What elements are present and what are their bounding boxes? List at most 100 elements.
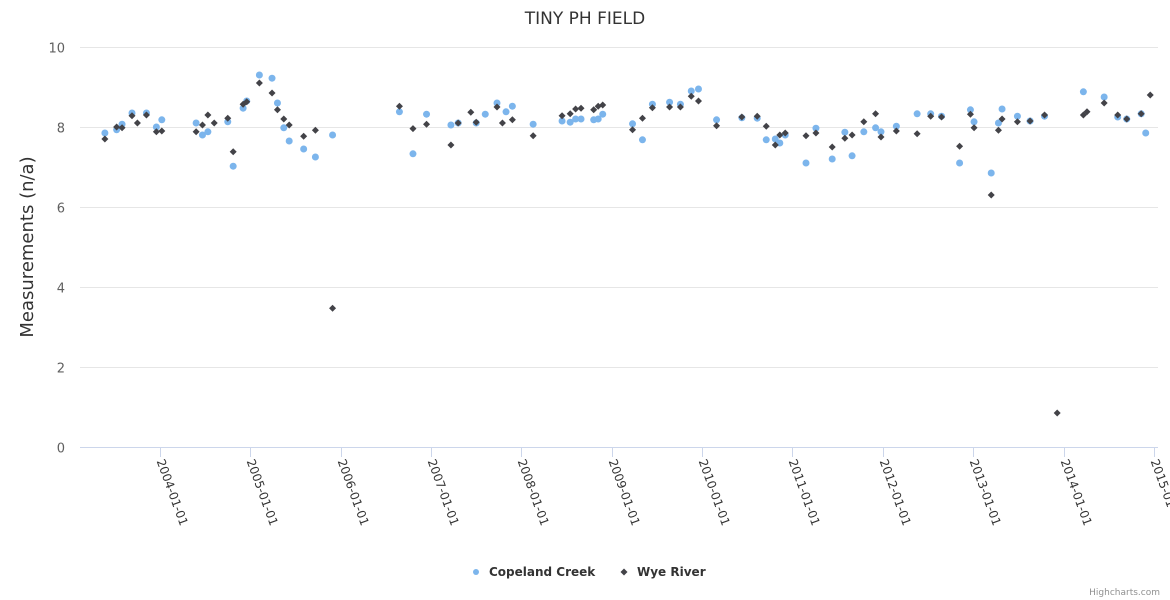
data-point[interactable] — [848, 131, 856, 139]
data-point[interactable] — [638, 114, 646, 122]
data-point[interactable] — [273, 106, 281, 114]
data-point[interactable] — [311, 153, 319, 161]
data-point[interactable] — [472, 118, 480, 126]
data-point[interactable] — [970, 124, 978, 132]
data-point[interactable] — [860, 118, 868, 126]
data-point[interactable] — [508, 116, 516, 124]
data-point[interactable] — [812, 129, 820, 137]
data-point[interactable] — [566, 110, 574, 118]
legend-item-copeland-creek[interactable]: Copeland Creek — [473, 565, 596, 579]
data-point[interactable] — [998, 115, 1006, 123]
data-point[interactable] — [268, 74, 276, 82]
data-point[interactable] — [872, 124, 880, 132]
data-point[interactable] — [572, 115, 580, 123]
data-point[interactable] — [966, 110, 974, 118]
data-point[interactable] — [938, 113, 946, 121]
data-point[interactable] — [493, 99, 501, 107]
data-point[interactable] — [1123, 115, 1131, 123]
data-point[interactable] — [713, 116, 721, 124]
data-point[interactable] — [447, 141, 455, 149]
data-point[interactable] — [1079, 88, 1087, 96]
data-point[interactable] — [273, 99, 281, 107]
data-point[interactable] — [771, 135, 779, 143]
data-point[interactable] — [648, 100, 656, 108]
data-point[interactable] — [255, 71, 263, 79]
data-point[interactable] — [994, 126, 1002, 134]
data-point[interactable] — [158, 116, 166, 124]
data-point[interactable] — [311, 126, 319, 134]
data-point[interactable] — [590, 106, 598, 114]
data-point[interactable] — [629, 126, 637, 134]
data-point[interactable] — [577, 115, 585, 123]
data-point[interactable] — [638, 136, 646, 144]
data-point[interactable] — [848, 152, 856, 160]
data-point[interactable] — [158, 127, 166, 135]
data-point[interactable] — [280, 124, 288, 132]
data-point[interactable] — [409, 150, 417, 158]
data-point[interactable] — [467, 108, 475, 116]
data-point[interactable] — [913, 110, 921, 118]
data-point[interactable] — [987, 191, 995, 199]
data-point[interactable] — [409, 125, 417, 133]
data-point[interactable] — [802, 132, 810, 140]
data-point[interactable] — [152, 123, 160, 131]
data-point[interactable] — [892, 122, 900, 130]
data-point[interactable] — [447, 121, 455, 129]
data-point[interactable] — [243, 98, 251, 106]
data-point[interactable] — [192, 128, 200, 136]
data-point[interactable] — [956, 142, 964, 150]
data-point[interactable] — [577, 104, 585, 112]
data-point[interactable] — [913, 130, 921, 138]
data-point[interactable] — [300, 132, 308, 140]
data-point[interactable] — [280, 115, 288, 123]
data-point[interactable] — [1146, 91, 1154, 99]
data-point[interactable] — [676, 103, 684, 111]
data-point[interactable] — [229, 162, 237, 170]
data-point[interactable] — [956, 159, 964, 167]
data-point[interactable] — [994, 119, 1002, 127]
data-point[interactable] — [285, 137, 293, 145]
data-point[interactable] — [300, 145, 308, 153]
data-point[interactable] — [142, 111, 150, 119]
data-point[interactable] — [502, 108, 510, 116]
data-point[interactable] — [529, 120, 537, 128]
data-point[interactable] — [713, 122, 721, 130]
data-point[interactable] — [892, 127, 900, 135]
data-point[interactable] — [1026, 117, 1034, 125]
data-point[interactable] — [762, 122, 770, 130]
data-point[interactable] — [118, 120, 126, 128]
data-point[interactable] — [255, 79, 263, 87]
data-point[interactable] — [841, 134, 849, 142]
data-point[interactable] — [423, 120, 431, 128]
data-point[interactable] — [133, 119, 141, 127]
data-point[interactable] — [508, 102, 516, 110]
data-point[interactable] — [860, 128, 868, 136]
data-point[interactable] — [558, 117, 566, 125]
data-point[interactable] — [1100, 93, 1108, 101]
data-point[interactable] — [198, 121, 206, 129]
data-point[interactable] — [1053, 409, 1061, 417]
data-point[interactable] — [812, 124, 820, 132]
data-point[interactable] — [239, 104, 247, 112]
data-point[interactable] — [268, 89, 276, 97]
data-point[interactable] — [970, 118, 978, 126]
data-point[interactable] — [198, 131, 206, 139]
data-point[interactable] — [423, 110, 431, 118]
data-point[interactable] — [998, 105, 1006, 113]
data-point[interactable] — [128, 112, 136, 120]
data-point[interactable] — [648, 104, 656, 112]
data-point[interactable] — [1142, 129, 1150, 137]
data-point[interactable] — [204, 128, 212, 136]
data-point[interactable] — [529, 132, 537, 140]
data-point[interactable] — [101, 135, 109, 143]
data-point[interactable] — [572, 105, 580, 113]
data-point[interactable] — [1100, 99, 1108, 107]
data-point[interactable] — [841, 128, 849, 136]
data-point[interactable] — [454, 119, 462, 127]
data-point[interactable] — [753, 112, 761, 120]
data-point[interactable] — [329, 131, 337, 139]
data-point[interactable] — [101, 129, 109, 137]
data-point[interactable] — [395, 102, 403, 110]
data-point[interactable] — [828, 155, 836, 163]
data-point[interactable] — [204, 111, 212, 119]
